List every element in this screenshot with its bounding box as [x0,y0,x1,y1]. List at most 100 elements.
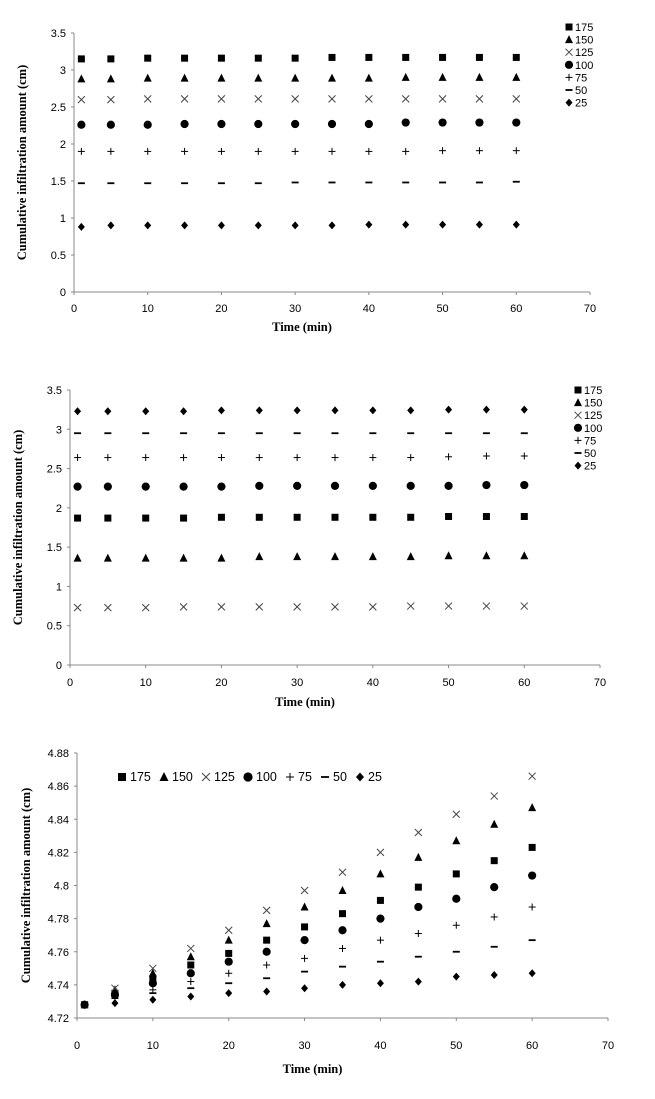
data-point [179,553,188,562]
data-point [452,836,461,845]
x-tick-label: 30 [291,677,303,689]
data-point [180,73,189,82]
data-point [217,513,225,521]
data-point [104,514,112,522]
data-point [73,553,82,562]
data-point [328,221,336,230]
data-point [365,220,373,229]
y-tick-label: 4.78 [48,914,69,926]
legend: 175 150 125 100 75 50 25 [118,770,382,784]
data-point [144,182,152,185]
data-point [293,603,301,611]
y-tick-label: 4.74 [48,980,69,992]
data-point [217,182,225,185]
data-point [364,73,373,82]
data-point [401,72,410,81]
axes [76,753,608,1019]
legend-item-25: 25 [574,461,596,473]
data-point [111,997,119,1000]
data-point [512,180,520,183]
y-tick-label: 0.5 [51,250,66,262]
x-tick-label: 70 [594,677,606,689]
data-point [475,220,483,229]
data-point [144,221,152,230]
legend-item-50: 50 [565,85,587,97]
chart-2-svg: 0 0.5 1 1.5 2 2.5 3 3.5 0 10 20 30 40 50 60 70 Time (min… [11,385,606,709]
legend-label: 150 [172,770,193,784]
data-point [77,222,85,231]
data-point [255,481,264,490]
x-tick-labels: 0 10 20 30 40 50 60 70 [74,1018,614,1052]
data-point [107,147,115,155]
data-point [406,481,415,490]
legend-marker [565,98,573,107]
x-tick-label: 40 [367,677,379,689]
series-100 [73,480,529,491]
legend-item-150: 150 [159,770,193,784]
data-point [520,551,529,560]
data-point [338,926,347,935]
series-25 [77,220,520,231]
data-point [512,147,520,155]
data-point [402,53,410,61]
data-point [406,602,415,610]
data-point [328,53,336,61]
data-point [406,552,415,561]
legend-item-175: 175 [574,385,602,397]
data-point [414,930,422,938]
data-point [74,407,82,416]
x-tick-label: 10 [142,303,154,315]
data-point [328,73,336,82]
data-point [482,513,490,520]
data-point [301,970,309,973]
series-125 [80,772,536,1009]
data-point [144,147,152,155]
legend-label: 125 [584,410,602,422]
data-point [475,181,483,184]
data-point [490,883,499,892]
data-point [180,95,189,103]
y-tick-label: 2.5 [47,464,62,476]
legend-label: 25 [584,461,596,473]
data-point [414,852,423,861]
x-tick-label: 70 [584,303,596,315]
data-point [186,952,195,961]
legend-item-25: 25 [356,770,382,784]
x-tick-label: 10 [147,1040,159,1052]
data-point [225,989,233,998]
legend-label: 175 [575,22,593,34]
legend-item-175: 175 [565,22,593,34]
legend-label: 75 [298,770,312,784]
data-point [104,407,112,416]
series-75 [81,903,536,1009]
data-point [482,452,490,460]
data-point [528,969,536,978]
data-point [74,454,82,462]
series-125 [77,95,521,104]
x-tick-label: 70 [602,1040,614,1052]
data-point [490,857,498,865]
data-point [407,454,415,462]
data-point [528,843,536,851]
data-point [364,119,373,129]
data-point [445,432,453,435]
data-point [402,220,410,229]
data-point [142,514,150,522]
data-point [263,961,271,969]
series-25 [74,405,528,416]
data-point [107,95,115,104]
data-point [490,970,498,979]
data-point [402,147,410,155]
x-tick-label: 50 [450,1040,462,1052]
x-tick-label: 60 [510,303,522,315]
data-point [141,553,150,562]
data-point [73,603,82,612]
data-point [262,919,271,928]
y-tick-label: 2.5 [51,102,66,114]
data-point [262,947,271,956]
legend-item-150: 150 [565,35,593,47]
data-point [217,221,225,230]
y-tick-label: 2 [60,139,66,151]
y-axis-title: Cumulative infiltration amount (cm) [11,430,25,625]
data-point [293,432,301,435]
